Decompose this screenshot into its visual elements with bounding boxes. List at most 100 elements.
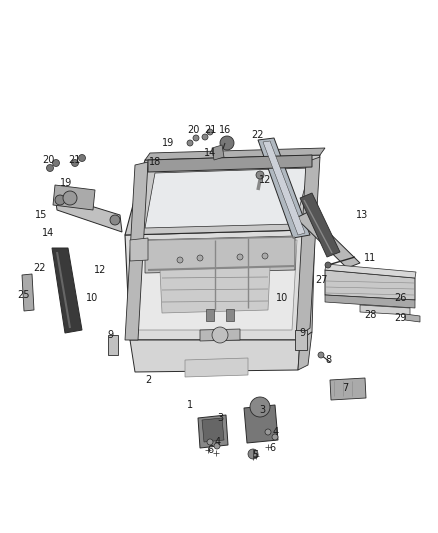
Polygon shape xyxy=(130,238,148,261)
Text: 11: 11 xyxy=(364,253,376,263)
Circle shape xyxy=(207,439,213,445)
Polygon shape xyxy=(298,332,312,370)
Circle shape xyxy=(262,253,268,259)
Circle shape xyxy=(193,135,199,141)
Circle shape xyxy=(187,140,193,146)
Text: 15: 15 xyxy=(35,210,47,220)
Bar xyxy=(226,309,234,321)
Polygon shape xyxy=(145,236,295,273)
Polygon shape xyxy=(125,230,305,340)
Text: 28: 28 xyxy=(364,310,376,320)
Bar xyxy=(295,330,307,350)
Polygon shape xyxy=(325,270,415,300)
Polygon shape xyxy=(198,415,228,448)
Text: 9: 9 xyxy=(107,330,113,340)
Text: 19: 19 xyxy=(60,178,72,188)
Circle shape xyxy=(265,429,271,435)
Text: 21: 21 xyxy=(68,155,80,165)
Circle shape xyxy=(177,257,183,263)
Text: 20: 20 xyxy=(187,125,199,135)
Text: 14: 14 xyxy=(204,148,216,158)
Circle shape xyxy=(110,215,120,225)
Circle shape xyxy=(325,262,331,268)
Text: 27: 27 xyxy=(316,275,328,285)
Text: 25: 25 xyxy=(18,290,30,300)
Text: 10: 10 xyxy=(276,293,288,303)
Circle shape xyxy=(250,397,270,417)
Polygon shape xyxy=(405,314,420,322)
Circle shape xyxy=(207,129,213,135)
Text: 9: 9 xyxy=(299,328,305,338)
Text: 12: 12 xyxy=(94,265,106,275)
Polygon shape xyxy=(300,225,315,340)
Polygon shape xyxy=(55,195,122,232)
Circle shape xyxy=(55,195,65,205)
Text: 16: 16 xyxy=(219,125,231,135)
Polygon shape xyxy=(53,185,95,210)
Text: 7: 7 xyxy=(342,383,348,393)
Circle shape xyxy=(318,352,324,358)
Text: 19: 19 xyxy=(162,138,174,148)
Text: 12: 12 xyxy=(259,175,271,185)
Text: 14: 14 xyxy=(42,228,54,238)
Circle shape xyxy=(197,255,203,261)
Text: 26: 26 xyxy=(394,293,406,303)
Polygon shape xyxy=(133,240,297,330)
Polygon shape xyxy=(125,155,320,235)
Polygon shape xyxy=(263,141,305,235)
Polygon shape xyxy=(212,145,224,160)
Text: 2: 2 xyxy=(145,375,151,385)
Circle shape xyxy=(256,171,264,179)
Polygon shape xyxy=(296,157,320,338)
Text: 1: 1 xyxy=(187,400,193,410)
Text: 20: 20 xyxy=(42,155,54,165)
Text: 3: 3 xyxy=(217,413,223,423)
Text: 4: 4 xyxy=(215,437,221,447)
Text: 8: 8 xyxy=(325,355,331,365)
Text: 21: 21 xyxy=(204,125,216,135)
Polygon shape xyxy=(330,378,366,400)
Polygon shape xyxy=(22,274,34,311)
Polygon shape xyxy=(145,148,325,160)
Circle shape xyxy=(212,327,228,343)
Circle shape xyxy=(248,449,258,459)
Text: 6: 6 xyxy=(207,445,213,455)
Circle shape xyxy=(272,434,278,440)
Circle shape xyxy=(214,443,220,449)
Polygon shape xyxy=(296,212,360,268)
Circle shape xyxy=(46,165,53,172)
Circle shape xyxy=(237,254,243,260)
Polygon shape xyxy=(202,418,224,442)
Circle shape xyxy=(53,159,60,166)
Text: 5: 5 xyxy=(252,450,258,460)
Polygon shape xyxy=(325,264,416,278)
Polygon shape xyxy=(200,329,240,341)
Polygon shape xyxy=(300,193,340,257)
Polygon shape xyxy=(360,305,410,315)
Polygon shape xyxy=(185,358,248,377)
Polygon shape xyxy=(52,248,82,333)
Bar xyxy=(108,335,118,355)
Circle shape xyxy=(202,134,208,140)
Polygon shape xyxy=(148,155,312,172)
Polygon shape xyxy=(258,138,310,238)
Text: 22: 22 xyxy=(34,263,46,273)
Text: 10: 10 xyxy=(86,293,98,303)
Polygon shape xyxy=(244,405,278,443)
Text: 3: 3 xyxy=(259,405,265,415)
Polygon shape xyxy=(130,340,300,372)
Circle shape xyxy=(220,136,234,150)
Text: 4: 4 xyxy=(273,427,279,437)
Text: 13: 13 xyxy=(356,210,368,220)
Circle shape xyxy=(63,191,77,205)
Bar xyxy=(206,309,214,321)
Text: 22: 22 xyxy=(252,130,264,140)
Circle shape xyxy=(78,155,85,161)
Polygon shape xyxy=(325,295,415,308)
Polygon shape xyxy=(160,267,270,313)
Circle shape xyxy=(71,159,78,166)
Text: 18: 18 xyxy=(149,157,161,167)
Polygon shape xyxy=(145,168,310,228)
Text: 6: 6 xyxy=(269,443,275,453)
Text: 29: 29 xyxy=(394,313,406,323)
